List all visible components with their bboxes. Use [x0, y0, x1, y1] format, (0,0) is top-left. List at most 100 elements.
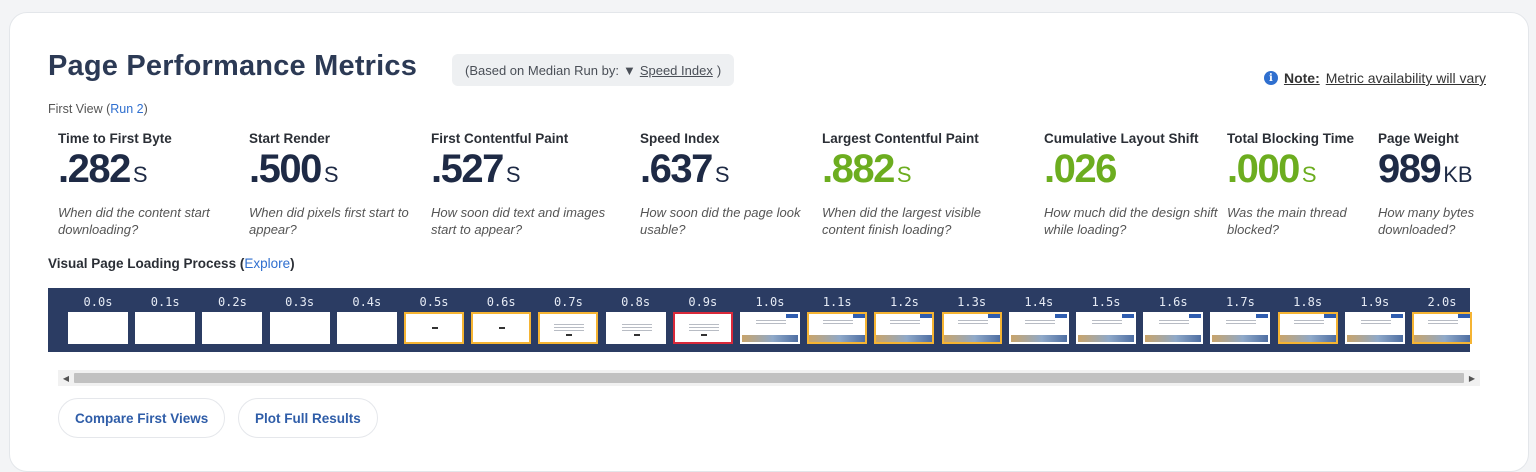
- frame-time: 1.3s: [957, 295, 987, 309]
- frame-time: 1.0s: [755, 295, 785, 309]
- filmstrip-frame[interactable]: 1.1s: [807, 288, 868, 352]
- filmstrip-frame[interactable]: 1.0s: [740, 288, 800, 352]
- metric-label: Total Blocking Time: [1227, 131, 1355, 146]
- frame-time: 0.1s: [150, 295, 180, 309]
- metric-description: How much did the design shift while load…: [1044, 205, 1218, 237]
- frame-thumbnail[interactable]: [269, 312, 330, 344]
- filmstrip-frame[interactable]: 0.9s: [672, 288, 733, 352]
- filmstrip-frame[interactable]: 1.4s: [1008, 288, 1069, 352]
- metric-value: 989 KB: [1378, 147, 1473, 191]
- frame-time: 0.7s: [553, 295, 583, 309]
- median-metric-link[interactable]: Speed Index: [639, 62, 713, 78]
- frame-time: 1.6s: [1158, 295, 1188, 309]
- filmstrip-frame[interactable]: 0.3s: [269, 288, 330, 352]
- frame-time: 0.0s: [83, 295, 113, 309]
- median-run-selector[interactable]: (Based on Median Run by: ▼ Speed Index): [452, 54, 735, 86]
- compare-first-views-button[interactable]: Compare First Views: [58, 398, 226, 438]
- frame-thumbnail[interactable]: [1008, 312, 1069, 344]
- metric-description: How many bytes downloaded?: [1378, 205, 1475, 237]
- metric-description: Was the main thread blocked?: [1227, 205, 1347, 237]
- metric-label: Largest Contentful Paint: [822, 131, 979, 146]
- scrollbar-thumb[interactable]: [74, 373, 1464, 383]
- frame-time: 0.2s: [217, 295, 247, 309]
- frame-thumbnail[interactable]: [1277, 312, 1338, 344]
- metric-label: First Contentful Paint: [431, 131, 569, 146]
- metric-unit: S: [132, 162, 148, 187]
- filmstrip-frame[interactable]: 2.0s: [1412, 288, 1472, 352]
- frame-thumbnail[interactable]: [1344, 312, 1405, 344]
- frame-thumbnail[interactable]: [740, 312, 800, 344]
- filmstrip-frame[interactable]: 0.5s: [404, 288, 464, 352]
- first-view-label: First View (Run 2): [48, 102, 148, 116]
- frame-thumbnail[interactable]: [471, 312, 532, 344]
- median-suffix: ): [716, 62, 722, 78]
- metric-description: How soon did the page look usable?: [640, 205, 801, 237]
- frame-thumbnail[interactable]: [605, 312, 666, 344]
- frame-time: 1.4s: [1024, 295, 1054, 309]
- filmstrip-frame[interactable]: 0.4s: [336, 288, 397, 352]
- filmstrip-frame[interactable]: 1.6s: [1143, 288, 1204, 352]
- frame-time: 0.9s: [688, 295, 718, 309]
- frame-time: 0.3s: [285, 295, 315, 309]
- frame-thumbnail[interactable]: [202, 312, 263, 344]
- frame-time: 1.5s: [1091, 295, 1121, 309]
- note-text: Metric availability will vary: [1325, 70, 1486, 86]
- metric-1: Start Render .500 S When did pixels first s…: [249, 131, 424, 238]
- frame-thumbnail[interactable]: [1412, 312, 1472, 344]
- frame-thumbnail[interactable]: [68, 312, 128, 344]
- metric-6: Total Blocking Time .000 S Was the main thr…: [1227, 131, 1402, 238]
- frame-thumbnail[interactable]: [941, 312, 1002, 344]
- frame-thumbnail[interactable]: [538, 312, 599, 344]
- metric-value: .000 S: [1227, 147, 1317, 191]
- frame-time: 0.4s: [352, 295, 382, 309]
- run-link[interactable]: Run 2: [110, 102, 144, 116]
- frame-thumbnail[interactable]: [135, 312, 196, 344]
- metric-value: .500 S: [249, 147, 339, 191]
- metric-availability-note[interactable]: i Note: Metric availability will vary: [1263, 70, 1486, 86]
- metric-7: Page Weight 989 KB How many bytes downloade…: [1378, 131, 1536, 238]
- filmstrip-frame[interactable]: 0.0s: [68, 288, 128, 352]
- filmstrip-frame[interactable]: 1.3s: [941, 288, 1002, 352]
- frame-time: 0.8s: [621, 295, 651, 309]
- filmstrip-scrollbar[interactable]: ◀ ▶: [58, 370, 1480, 386]
- frame-thumbnail[interactable]: [1143, 312, 1204, 344]
- filmstrip-frame[interactable]: 1.8s: [1277, 288, 1338, 352]
- frame-thumbnail[interactable]: [1210, 312, 1271, 344]
- dropdown-arrow-icon: ▼: [622, 62, 636, 78]
- frame-thumbnail[interactable]: [1076, 312, 1136, 344]
- explore-link[interactable]: Explore: [244, 256, 291, 271]
- scroll-right-icon[interactable]: ▶: [1468, 373, 1476, 383]
- visual-loading-heading: Visual Page Loading Process (Explore): [48, 256, 295, 271]
- metric-unit: KB: [1443, 162, 1473, 187]
- metric-label: Page Weight: [1378, 131, 1459, 146]
- filmstrip-frame[interactable]: 0.1s: [135, 288, 196, 352]
- metric-0: Time to First Byte .282 S When did the cont…: [58, 131, 233, 238]
- metric-3: Speed Index .637 S How soon did the page lo…: [640, 131, 815, 238]
- filmstrip-frame[interactable]: 1.5s: [1076, 288, 1136, 352]
- filmstrip-frame[interactable]: 1.2s: [874, 288, 935, 352]
- metric-4: Largest Contentful Paint .882 S When did th…: [822, 131, 997, 238]
- metric-5: Cumulative Layout Shift .026 How much did …: [1044, 131, 1219, 238]
- filmstrip-frame[interactable]: 0.6s: [471, 288, 532, 352]
- filmstrip-frame[interactable]: 0.7s: [538, 288, 599, 352]
- scroll-left-icon[interactable]: ◀: [62, 373, 70, 383]
- filmstrip-frame[interactable]: 1.7s: [1210, 288, 1271, 352]
- frame-thumbnail[interactable]: [404, 312, 464, 344]
- filmstrip-frame[interactable]: 0.2s: [202, 288, 263, 352]
- frame-time: 2.0s: [1427, 295, 1457, 309]
- filmstrip-frame[interactable]: 1.9s: [1344, 288, 1405, 352]
- metric-value: .637 S: [640, 147, 730, 191]
- metric-description: How soon did text and images start to ap…: [431, 205, 606, 237]
- metric-value: .882 S: [822, 147, 912, 191]
- frame-thumbnail[interactable]: [807, 312, 868, 344]
- filmstrip-frame[interactable]: 0.8s: [605, 288, 666, 352]
- metric-description: When did the largest visible content fin…: [822, 205, 981, 237]
- frame-thumbnail[interactable]: [336, 312, 397, 344]
- performance-card: [9, 12, 1529, 472]
- frame-thumbnail[interactable]: [874, 312, 935, 344]
- plot-full-results-button[interactable]: Plot Full Results: [238, 398, 378, 438]
- metric-unit: S: [1301, 162, 1317, 187]
- metric-value: .026: [1044, 147, 1117, 191]
- frame-time: 1.2s: [889, 295, 919, 309]
- frame-thumbnail[interactable]: [672, 312, 733, 344]
